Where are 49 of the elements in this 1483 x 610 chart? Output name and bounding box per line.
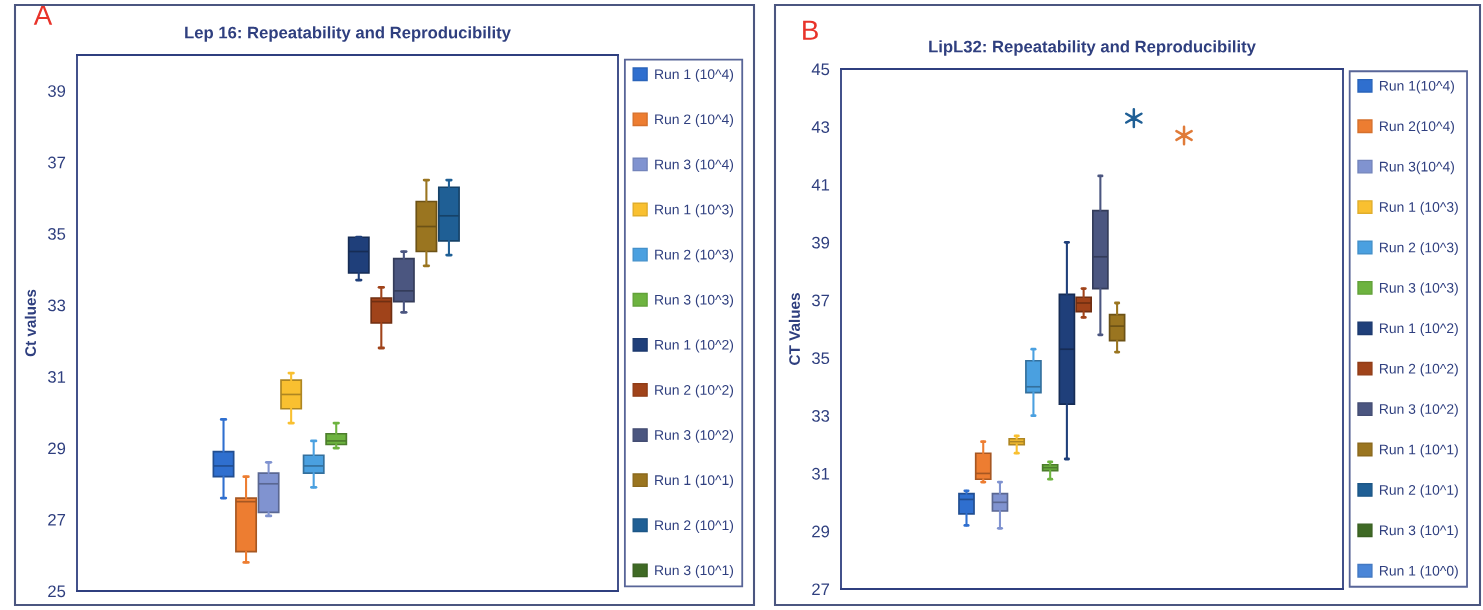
legend-label: Run 3 (10^3) [1379,282,1458,296]
legend-label: Run 3 (10^2) [1379,403,1458,417]
legend-label: Run 1(10^4) [1379,80,1454,94]
y-tick-label: 27 [48,513,66,526]
chart-title: LipL32: Repeatability and Reproducibility [929,40,1256,56]
legend-label: Run 1 (10^3) [655,204,734,218]
legend-label: Run 1 (10^1) [1379,444,1458,458]
legend-label: Run 2 (10^1) [1379,484,1458,498]
y-tick-label: 33 [47,299,66,312]
y-tick-label: 37 [47,156,66,169]
legend-label: Run 1 (10^2) [1379,322,1458,336]
y-tick-label: 29 [48,442,66,455]
y-tick-label: 25 [48,585,66,598]
y-tick-label: 39 [811,236,830,249]
legend-label: Run 3 (10^1) [1379,525,1458,538]
legend-label: Run 3 (10^4) [655,159,734,173]
legend-label: Run 1 (10^3) [1379,201,1458,215]
chart-title: Lep 16: Repeatability and Reproducibility [185,26,511,42]
legend-label: Run 3 (10^2) [655,429,734,443]
y-tick-label: 31 [811,467,830,480]
legend-label: Run 3(10^4) [1379,161,1454,175]
y-tick-label: 41 [811,179,830,191]
text: A [33,5,53,25]
legend-label: Run 1 (10^4) [655,68,734,82]
y-tick-label: 45 [811,63,830,76]
legend-label: Run 3 (10^1) [655,565,734,578]
legend-label: Run 1 (10^1) [655,474,734,488]
legend-label: Run 2 (10^4) [655,114,734,127]
legend-label: Run 1 (10^0) [1379,565,1458,579]
legend-label: Run 2 (10^1) [655,519,734,533]
y-tick-label: 39 [47,85,66,97]
y-tick-label: 29 [812,525,830,538]
text: B [803,20,818,40]
legend-label: Run 2 (10^2) [655,384,734,398]
y-tick-label: 35 [47,228,66,240]
legend-label: Run 2 (10^3) [655,249,734,263]
legend-label: Run 2(10^4) [1379,120,1454,134]
y-tick-label: 33 [811,410,830,422]
legend-label: Run 1 (10^2) [655,339,734,353]
y-tick-label: 35 [811,352,830,365]
y-axis-title: CT Values [788,293,800,365]
y-tick-label: 43 [811,121,830,133]
y-tick-label: 27 [812,583,830,596]
legend-label: Run 3 (10^3) [655,294,734,308]
y-tick-label: 31 [47,371,66,383]
y-axis-title: Ct values [24,289,36,357]
y-tick-label: 37 [811,294,830,307]
legend-label: Run 2 (10^2) [1379,363,1458,377]
legend-label: Run 2 (10^3) [1379,242,1458,256]
